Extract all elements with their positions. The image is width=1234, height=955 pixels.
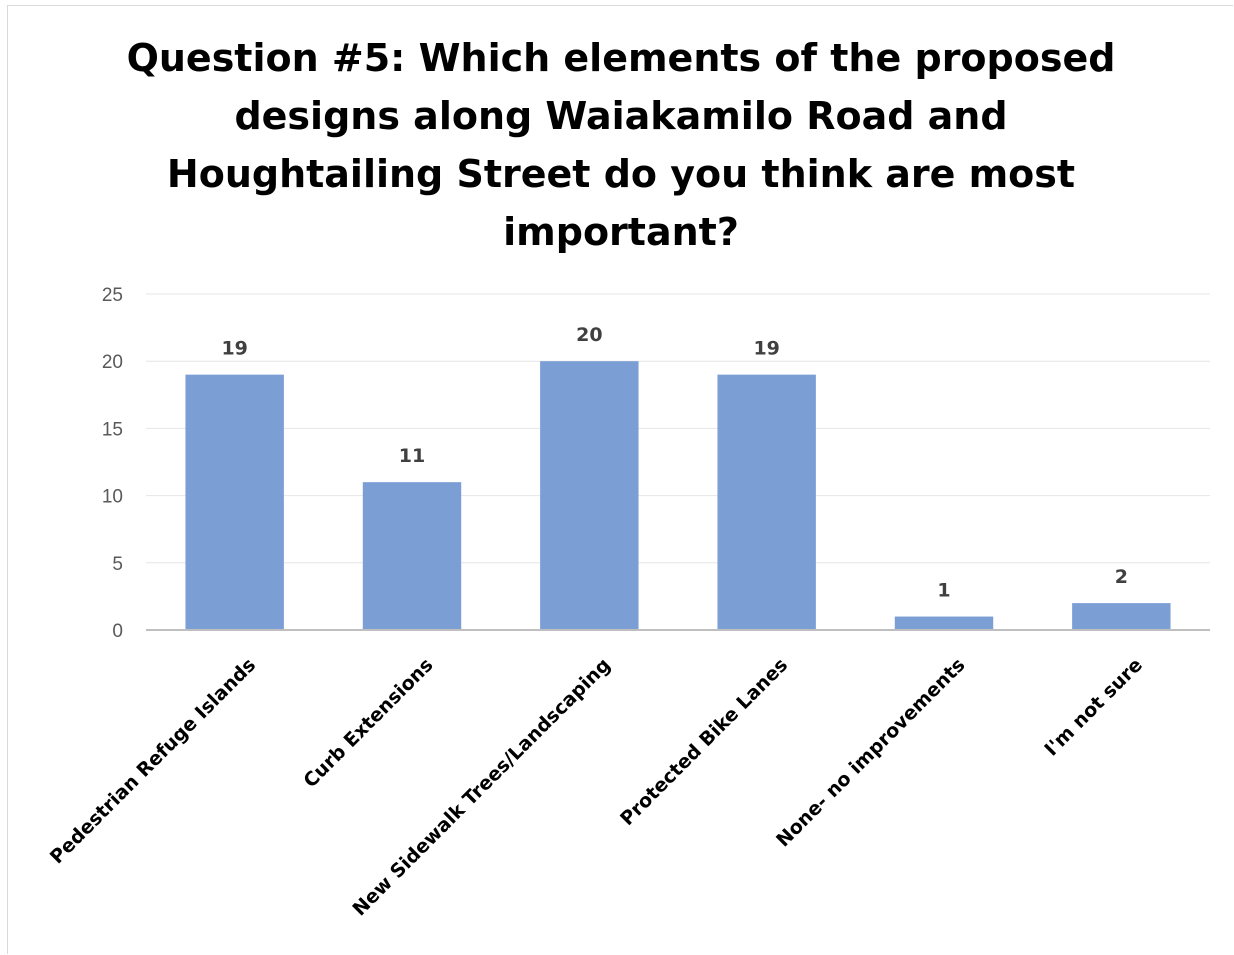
- category-label: Curb Extensions: [299, 654, 437, 792]
- category-label: None- no improvements: [772, 654, 969, 851]
- data-label: 19: [753, 338, 779, 360]
- y-tick-label: 15: [102, 419, 123, 440]
- category-label: I'm not sure: [1040, 654, 1147, 761]
- y-tick-label: 20: [102, 352, 123, 373]
- bar: [894, 616, 994, 630]
- y-tick-label: 0: [112, 621, 123, 642]
- y-tick-label: 5: [112, 554, 123, 575]
- bar: [362, 482, 462, 630]
- data-label: 20: [576, 324, 602, 346]
- bar: [540, 361, 639, 630]
- chart-title: Question #5: Which elements of the propo…: [126, 36, 1116, 254]
- category-label: Pedestrian Refuge Islands: [46, 654, 260, 868]
- data-label: 2: [1115, 566, 1128, 588]
- data-labels: 19 11 20 19 1 2: [221, 324, 1128, 601]
- y-tick-label: 25: [102, 285, 123, 306]
- data-label: 1: [937, 580, 950, 602]
- category-label: Protected Bike Lanes: [616, 654, 792, 830]
- y-axis-tick-labels: 0 5 10 15 20 25: [102, 285, 123, 642]
- y-tick-label: 10: [102, 487, 123, 508]
- bar: [185, 374, 284, 630]
- bars: [185, 361, 1171, 630]
- bar: [1072, 603, 1171, 630]
- data-label: 11: [399, 445, 425, 467]
- gridlines: [146, 293, 1210, 564]
- bar: [717, 374, 816, 630]
- data-label: 19: [221, 338, 247, 360]
- x-axis-category-labels: Pedestrian Refuge Islands Curb Extensions…: [46, 654, 1147, 920]
